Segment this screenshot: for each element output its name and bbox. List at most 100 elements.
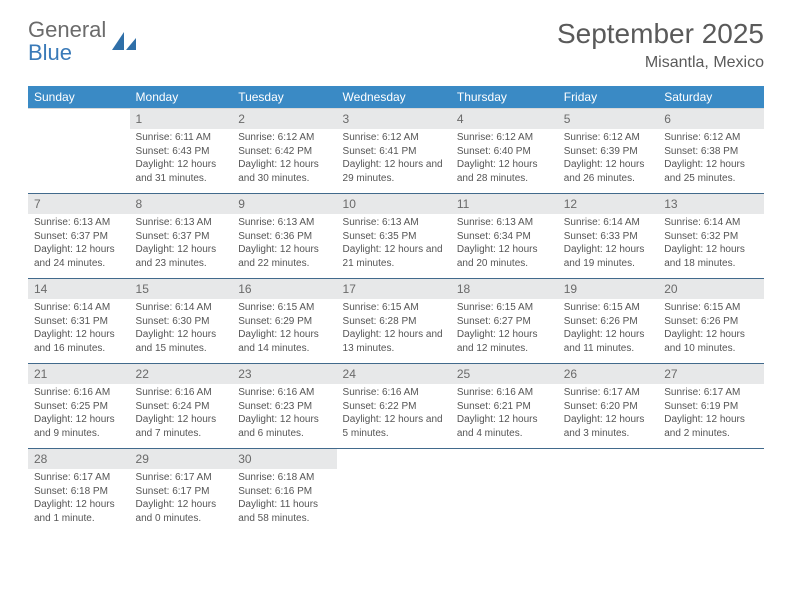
sunrise-text: Sunrise: 6:13 AM	[34, 216, 124, 230]
day-number-cell: 23	[232, 364, 336, 385]
day-detail-cell	[558, 469, 659, 533]
day-number-cell: 3	[337, 109, 451, 130]
day-number-cell: 28	[28, 449, 130, 470]
detail-row: Sunrise: 6:13 AMSunset: 6:37 PMDaylight:…	[28, 214, 764, 279]
sunrise-text: Sunrise: 6:17 AM	[136, 471, 227, 485]
day-number-cell: 20	[658, 279, 764, 300]
day-number-cell: 29	[130, 449, 233, 470]
dow-fri: Friday	[558, 86, 659, 109]
daylight-text: Daylight: 12 hours and 10 minutes.	[664, 328, 758, 355]
day-number-cell: 26	[558, 364, 659, 385]
day-detail-cell: Sunrise: 6:15 AMSunset: 6:26 PMDaylight:…	[558, 299, 659, 364]
sunset-text: Sunset: 6:33 PM	[564, 230, 653, 244]
day-number-cell: 25	[451, 364, 558, 385]
sunrise-text: Sunrise: 6:16 AM	[457, 386, 552, 400]
sail-icon	[110, 30, 138, 54]
sunset-text: Sunset: 6:43 PM	[136, 145, 227, 159]
brand-logo: General Blue	[28, 18, 138, 64]
sunrise-text: Sunrise: 6:15 AM	[343, 301, 445, 315]
dow-row: Sunday Monday Tuesday Wednesday Thursday…	[28, 86, 764, 109]
day-detail-cell	[658, 469, 764, 533]
sunrise-text: Sunrise: 6:12 AM	[457, 131, 552, 145]
daynum-row: 21222324252627	[28, 364, 764, 385]
daylight-text: Daylight: 12 hours and 16 minutes.	[34, 328, 124, 355]
daylight-text: Daylight: 12 hours and 22 minutes.	[238, 243, 330, 270]
daylight-text: Daylight: 12 hours and 6 minutes.	[238, 413, 330, 440]
daynum-row: 78910111213	[28, 194, 764, 215]
day-detail-cell: Sunrise: 6:15 AMSunset: 6:26 PMDaylight:…	[658, 299, 764, 364]
day-number-cell: 12	[558, 194, 659, 215]
daylight-text: Daylight: 12 hours and 19 minutes.	[564, 243, 653, 270]
day-number-cell	[658, 449, 764, 470]
day-number-cell	[451, 449, 558, 470]
daylight-text: Daylight: 12 hours and 18 minutes.	[664, 243, 758, 270]
sunrise-text: Sunrise: 6:13 AM	[238, 216, 330, 230]
sunrise-text: Sunrise: 6:12 AM	[343, 131, 445, 145]
day-number-cell: 15	[130, 279, 233, 300]
daylight-text: Daylight: 12 hours and 24 minutes.	[34, 243, 124, 270]
day-detail-cell: Sunrise: 6:16 AMSunset: 6:21 PMDaylight:…	[451, 384, 558, 449]
sunrise-text: Sunrise: 6:16 AM	[343, 386, 445, 400]
sunset-text: Sunset: 6:20 PM	[564, 400, 653, 414]
day-number-cell: 8	[130, 194, 233, 215]
day-detail-cell: Sunrise: 6:12 AMSunset: 6:42 PMDaylight:…	[232, 129, 336, 194]
day-detail-cell: Sunrise: 6:12 AMSunset: 6:41 PMDaylight:…	[337, 129, 451, 194]
daylight-text: Daylight: 12 hours and 29 minutes.	[343, 158, 445, 185]
calendar-body: 123456Sunrise: 6:11 AMSunset: 6:43 PMDay…	[28, 109, 764, 534]
day-number-cell: 17	[337, 279, 451, 300]
day-detail-cell: Sunrise: 6:17 AMSunset: 6:19 PMDaylight:…	[658, 384, 764, 449]
day-detail-cell	[28, 129, 130, 194]
day-number-cell: 4	[451, 109, 558, 130]
sunset-text: Sunset: 6:25 PM	[34, 400, 124, 414]
sunset-text: Sunset: 6:22 PM	[343, 400, 445, 414]
day-number-cell: 19	[558, 279, 659, 300]
brand-text: General Blue	[28, 18, 106, 64]
day-detail-cell: Sunrise: 6:13 AMSunset: 6:34 PMDaylight:…	[451, 214, 558, 279]
day-detail-cell: Sunrise: 6:15 AMSunset: 6:27 PMDaylight:…	[451, 299, 558, 364]
daylight-text: Daylight: 12 hours and 21 minutes.	[343, 243, 445, 270]
sunrise-text: Sunrise: 6:13 AM	[343, 216, 445, 230]
daylight-text: Daylight: 12 hours and 5 minutes.	[343, 413, 445, 440]
sunrise-text: Sunrise: 6:12 AM	[564, 131, 653, 145]
daylight-text: Daylight: 12 hours and 28 minutes.	[457, 158, 552, 185]
detail-row: Sunrise: 6:14 AMSunset: 6:31 PMDaylight:…	[28, 299, 764, 364]
day-detail-cell: Sunrise: 6:16 AMSunset: 6:24 PMDaylight:…	[130, 384, 233, 449]
daylight-text: Daylight: 12 hours and 15 minutes.	[136, 328, 227, 355]
sunrise-text: Sunrise: 6:15 AM	[238, 301, 330, 315]
daynum-row: 282930	[28, 449, 764, 470]
day-detail-cell	[451, 469, 558, 533]
day-number-cell: 24	[337, 364, 451, 385]
sunrise-text: Sunrise: 6:14 AM	[34, 301, 124, 315]
sunset-text: Sunset: 6:34 PM	[457, 230, 552, 244]
sunset-text: Sunset: 6:17 PM	[136, 485, 227, 499]
detail-row: Sunrise: 6:11 AMSunset: 6:43 PM Daylight:…	[28, 129, 764, 194]
day-number-cell: 18	[451, 279, 558, 300]
sunset-text: Sunset: 6:19 PM	[664, 400, 758, 414]
sunrise-text: Sunrise: 6:16 AM	[34, 386, 124, 400]
sunset-text: Sunset: 6:37 PM	[34, 230, 124, 244]
day-detail-cell: Sunrise: 6:13 AMSunset: 6:37 PMDaylight:…	[130, 214, 233, 279]
day-detail-cell: Sunrise: 6:17 AMSunset: 6:18 PMDaylight:…	[28, 469, 130, 533]
daylight-text: Daylight: 12 hours and 23 minutes.	[136, 243, 227, 270]
daylight-text: Daylight: 12 hours and 20 minutes.	[457, 243, 552, 270]
sunset-text: Sunset: 6:32 PM	[664, 230, 758, 244]
dow-sun: Sunday	[28, 86, 130, 109]
sunrise-text: Sunrise: 6:15 AM	[664, 301, 758, 315]
sunrise-text: Sunrise: 6:12 AM	[664, 131, 758, 145]
sunrise-text: Sunrise: 6:16 AM	[238, 386, 330, 400]
day-detail-cell: Sunrise: 6:16 AMSunset: 6:25 PMDaylight:…	[28, 384, 130, 449]
day-number-cell: 14	[28, 279, 130, 300]
sunrise-text: Sunrise: 6:11 AM	[136, 131, 227, 145]
day-detail-cell: Sunrise: 6:17 AMSunset: 6:20 PMDaylight:…	[558, 384, 659, 449]
day-number-cell: 9	[232, 194, 336, 215]
daylight-text: Daylight: 12 hours and 25 minutes.	[664, 158, 758, 185]
day-detail-cell: Sunrise: 6:12 AMSunset: 6:39 PMDaylight:…	[558, 129, 659, 194]
sunset-text: Sunset: 6:41 PM	[343, 145, 445, 159]
day-detail-cell: Sunrise: 6:11 AMSunset: 6:43 PMDaylight:…	[130, 129, 233, 194]
day-detail-cell: Sunrise: 6:12 AMSunset: 6:38 PMDaylight:…	[658, 129, 764, 194]
day-number-cell: 5	[558, 109, 659, 130]
daylight-text: Daylight: 11 hours and 58 minutes.	[238, 498, 330, 525]
calendar-table: Sunday Monday Tuesday Wednesday Thursday…	[28, 86, 764, 533]
daylight-text: Daylight: 12 hours and 2 minutes.	[664, 413, 758, 440]
day-detail-cell: Sunrise: 6:12 AMSunset: 6:40 PMDaylight:…	[451, 129, 558, 194]
